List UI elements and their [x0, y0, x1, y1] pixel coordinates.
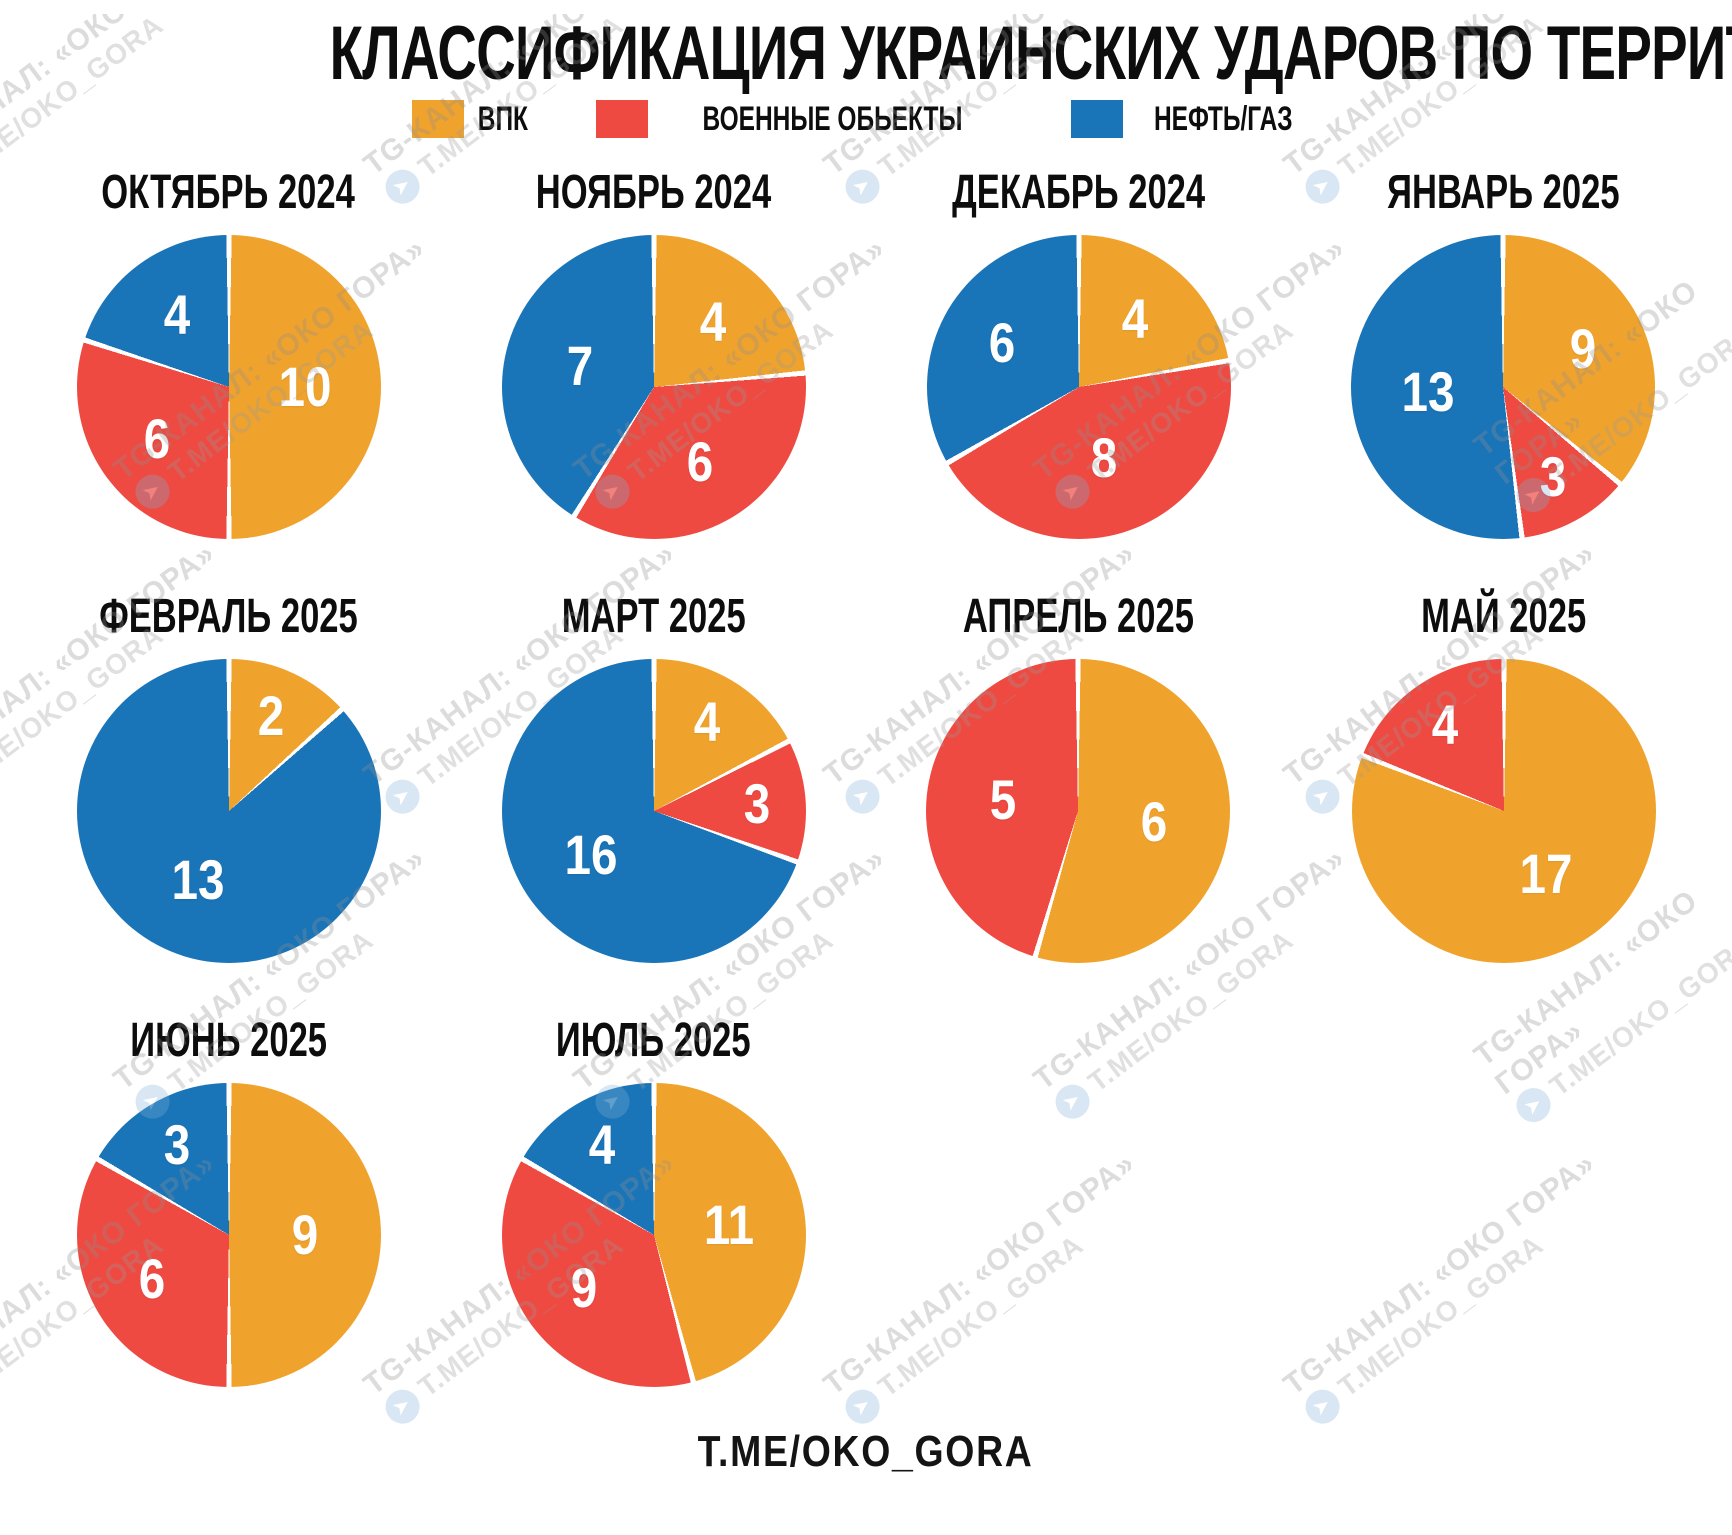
slice-value-label: 9: [570, 1256, 597, 1320]
slice-value-label: 4: [1432, 693, 1459, 757]
slice-value-label: 6: [686, 429, 714, 493]
slice-value-label: 3: [1540, 445, 1567, 509]
pie-chart: 2 13: [76, 658, 381, 963]
month-block: ДЕКАБРЬ 2024 4 8 6: [903, 165, 1254, 539]
legend-swatch: [412, 100, 465, 139]
month-block: МАЙ 2025 17 4: [1351, 589, 1656, 963]
slice-value-label: 8: [1091, 426, 1118, 490]
pie-chart: 9 3 13: [1351, 234, 1656, 539]
pie-chart: 11 9 4: [501, 1082, 806, 1387]
month-block: АПРЕЛЬ 2025 6 5: [918, 589, 1239, 963]
slice-value-label: 4: [699, 289, 727, 353]
pie-chart: 4 6 7: [501, 234, 806, 539]
month-title: ИЮНЬ 2025: [130, 1013, 327, 1067]
slice-value-label: 4: [693, 690, 721, 754]
slice-value-label: 16: [564, 822, 618, 886]
legend-label: ВПК: [478, 99, 529, 138]
slice-value-label: 11: [703, 1192, 755, 1256]
month-block: ОКТЯБРЬ 2024 10 6 4: [52, 165, 404, 539]
month-block: МАРТ 2025 4 3 16: [501, 589, 806, 963]
slice-value-label: 6: [1140, 789, 1167, 853]
month-title: ОКТЯБРЬ 2024: [101, 165, 356, 219]
pie-chart: 10 6 4: [76, 234, 381, 539]
slice-value-label: 3: [743, 771, 770, 835]
month-title: МАРТ 2025: [561, 589, 746, 643]
footer: T.ME/OKO_GORA: [0, 1427, 1732, 1477]
month-title: ИЮЛЬ 2025: [556, 1013, 751, 1067]
slice-value-label: 4: [588, 1113, 616, 1177]
month-title: МАЙ 2025: [1420, 589, 1587, 643]
legend-item: ВПК: [412, 100, 538, 139]
slice-value-label: 9: [1570, 317, 1597, 381]
legend-label: НЕФТЬ/ГАЗ: [1154, 99, 1293, 138]
month-title: ФЕВРАЛЬ 2025: [99, 589, 358, 643]
month-block: ИЮНЬ 2025 9 6 3: [76, 1013, 381, 1387]
page-title: КЛАССИФИКАЦИЯ УКРАИНСКИХ УДАРОВ ПО ТЕРРИ…: [0, 14, 1732, 94]
legend-swatch: [1071, 100, 1124, 139]
month-title: АПРЕЛЬ 2025: [962, 589, 1195, 643]
month-block: НОЯБРЬ 2024 4 6 7: [490, 165, 817, 539]
pie-chart: 9 6 3: [76, 1082, 381, 1387]
months-grid: ОКТЯБРЬ 2024 10 6 4 НОЯБРЬ 2024 4 6 7 ДЕКАБРЬ 20…: [16, 165, 1716, 1387]
legend-label: ВОЕННЫЕ ОБЬЕКТЫ: [702, 99, 963, 138]
slice-value-label: 7: [567, 333, 594, 397]
footer-handle: T.ME/OKO_GORA: [698, 1426, 1034, 1476]
slice-value-label: 9: [291, 1202, 318, 1266]
slice-value-label: 6: [138, 1246, 166, 1310]
legend-item: ВОЕННЫЕ ОБЬЕКТЫ: [596, 100, 1013, 139]
slice-value-label: 4: [163, 283, 190, 347]
month-block: ЯНВАРЬ 2025 9 3 13: [1342, 165, 1665, 539]
slice-value-label: 4: [1121, 287, 1149, 351]
pie-chart: 4 3 16: [501, 658, 806, 963]
legend-item: НЕФТЬ/ГАЗ: [1071, 100, 1320, 139]
month-block: ФЕВРАЛЬ 2025 2 13: [49, 589, 408, 963]
month-title: НОЯБРЬ 2024: [535, 165, 772, 219]
page-title-text: КЛАССИФИКАЦИЯ УКРАИНСКИХ УДАРОВ ПО ТЕРРИ…: [329, 11, 1732, 96]
pie-chart: 4 8 6: [926, 234, 1231, 539]
slice-value-label: 10: [278, 354, 331, 418]
slice-value-label: 2: [257, 684, 284, 748]
month-title: ЯНВАРЬ 2025: [1387, 165, 1620, 219]
legend-swatch: [596, 100, 649, 139]
slice-value-label: 3: [163, 1113, 191, 1177]
slice-value-label: 13: [171, 848, 225, 912]
slice-value-label: 6: [988, 310, 1016, 374]
slice-value-label: 13: [1401, 359, 1455, 423]
month-block: ИЮЛЬ 2025 11 9 4: [501, 1013, 806, 1387]
slice-value-label: 6: [143, 406, 171, 470]
legend: ВПК ВОЕННЫЕ ОБЬЕКТЫ НЕФТЬ/ГАЗ: [0, 100, 1732, 139]
infographic-page: TG-КАНАЛ: «ОКО ГОРА»➤T.ME/OKO_GORATG-КАН…: [0, 14, 1732, 1535]
slice-value-label: 17: [1519, 841, 1573, 905]
slice-value-label: 5: [990, 767, 1017, 831]
month-title: ДЕКАБРЬ 2024: [952, 165, 1205, 219]
pie-chart: 17 4: [1351, 658, 1656, 963]
